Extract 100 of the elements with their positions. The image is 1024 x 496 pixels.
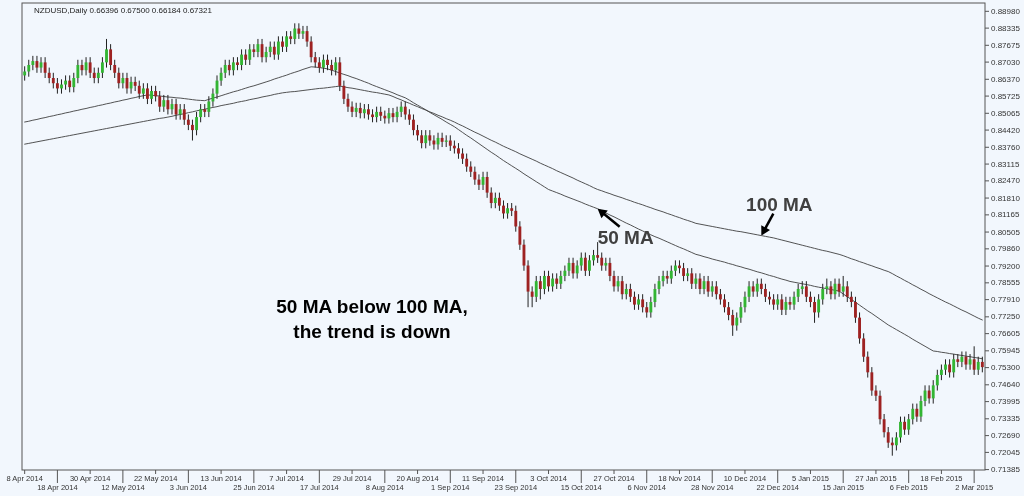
candlestick <box>927 384 931 405</box>
y-tick-label: 0.85065 <box>991 108 1021 118</box>
candlestick <box>620 275 624 300</box>
candlestick <box>387 107 391 125</box>
y-tick-label: 0.88335 <box>991 23 1021 33</box>
candlestick <box>735 311 739 332</box>
candlestick <box>43 56 47 79</box>
candlestick <box>530 285 534 308</box>
candlestick <box>616 275 620 293</box>
candlestick <box>886 426 890 449</box>
candlestick <box>575 259 579 280</box>
y-tick-label: 0.83115 <box>991 159 1020 169</box>
candlestick <box>596 241 600 264</box>
candlestick <box>899 416 902 444</box>
candlestick <box>894 431 898 451</box>
candlestick <box>551 272 555 293</box>
candlestick <box>813 296 816 324</box>
candlestick <box>248 43 252 66</box>
candlestick <box>117 67 121 89</box>
candlestick <box>882 413 886 438</box>
candlestick <box>272 41 276 61</box>
y-tick-label: 0.87675 <box>991 40 1021 50</box>
candlestick <box>866 350 870 379</box>
candlestick <box>207 95 211 118</box>
candlestick <box>915 403 919 423</box>
candlestick <box>682 262 686 282</box>
candlestick <box>608 257 612 282</box>
y-tick-label: 0.72690 <box>991 431 1021 441</box>
y-tick-label: 0.80505 <box>991 227 1021 237</box>
y-tick-label: 0.84420 <box>991 125 1021 135</box>
y-tick-label: 0.79200 <box>991 261 1021 271</box>
candlestick <box>420 129 424 149</box>
candlestick <box>739 301 743 324</box>
candlestick <box>874 384 878 402</box>
candlestick <box>714 280 718 300</box>
candlestick <box>841 275 845 298</box>
candlestick <box>276 35 280 61</box>
candlestick <box>559 270 563 290</box>
candlestick <box>571 257 575 280</box>
candlestick <box>76 59 80 84</box>
candlestick <box>223 59 227 79</box>
y-tick-label: 0.74640 <box>991 380 1021 390</box>
candlestick <box>579 252 583 272</box>
candlestick <box>473 166 477 186</box>
candlestick <box>489 186 493 209</box>
candlestick <box>137 80 141 100</box>
candlestick <box>497 192 501 212</box>
y-tick-label: 0.75945 <box>991 346 1021 356</box>
candlestick <box>109 43 113 71</box>
candlestick <box>158 90 162 113</box>
candlestick <box>854 296 857 324</box>
candlestick <box>633 291 636 311</box>
candlestick <box>297 22 301 40</box>
candlestick <box>972 345 976 376</box>
candlestick <box>948 358 952 379</box>
candlestick <box>821 283 825 306</box>
candlestick <box>403 100 407 121</box>
chart-title: NZDUSD,Daily 0.66396 0.67500 0.66184 0.67321 <box>34 6 213 15</box>
candlestick <box>338 56 342 92</box>
candlestick <box>784 296 788 316</box>
candlestick <box>796 283 800 303</box>
candlestick <box>199 103 203 123</box>
candlestick <box>952 353 956 379</box>
candlestick <box>231 56 235 76</box>
candlestick <box>588 254 591 277</box>
candlestick <box>661 270 665 287</box>
candlestick <box>653 283 657 308</box>
y-tick-label: 0.85725 <box>991 91 1021 101</box>
candlestick <box>931 379 935 405</box>
candlestick <box>804 280 808 303</box>
candlestick <box>628 283 632 303</box>
candlestick <box>293 22 297 45</box>
candlestick <box>121 72 125 89</box>
candlestick <box>723 293 726 313</box>
annotation: 50 MA below 100 MA, the trend is down <box>276 296 468 342</box>
y-tick-label: 0.75300 <box>991 363 1021 373</box>
candlestick <box>690 267 694 290</box>
candlestick <box>502 199 505 220</box>
candlestick <box>755 278 759 298</box>
y-tick-label: 0.78555 <box>991 278 1021 288</box>
candlestick <box>465 153 469 173</box>
candlestick <box>911 403 915 425</box>
candlestick <box>219 67 223 87</box>
candlestick <box>542 270 546 295</box>
y-tick-label: 0.86370 <box>991 74 1021 84</box>
candlestick <box>547 270 550 293</box>
candlestick <box>166 94 170 115</box>
y-tick-label: 0.79860 <box>991 244 1021 254</box>
candlestick <box>862 332 866 363</box>
candlestick <box>694 272 698 290</box>
y-tick-label: 0.81810 <box>991 193 1021 203</box>
candlestick <box>903 416 907 436</box>
candlestick <box>342 80 346 105</box>
candlestick <box>88 56 92 79</box>
y-tick-label: 0.73995 <box>991 397 1021 407</box>
y-tick-label: 0.82470 <box>991 176 1021 186</box>
candlestick <box>829 280 833 300</box>
y-tick-label: 0.77910 <box>991 295 1021 305</box>
y-tick-label: 0.77250 <box>991 312 1021 322</box>
candlestick <box>440 132 444 148</box>
